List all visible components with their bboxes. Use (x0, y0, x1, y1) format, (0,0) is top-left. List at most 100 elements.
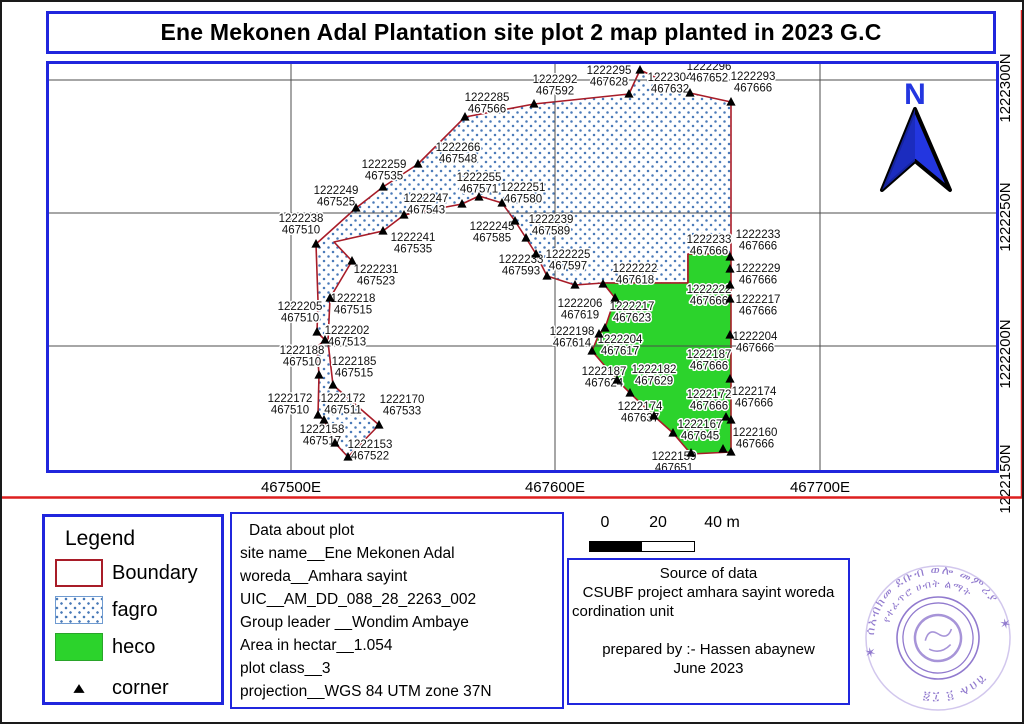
scalebar-tick-label: 0 (600, 514, 610, 531)
coordinate-label: 1222172 467666 (687, 389, 732, 413)
legend-item-corner: corner (55, 674, 169, 702)
corner-marker (570, 280, 580, 289)
corner-marker (529, 99, 539, 108)
stamp-star-left: ✶ (863, 645, 878, 662)
coordinate-label: 1222233 467666 (687, 234, 732, 258)
corner-marker (587, 346, 597, 355)
corner-marker (624, 89, 634, 98)
corner-marker (457, 199, 467, 208)
coordinate-label: 1222259 467535 (362, 159, 407, 183)
coordinate-label: 1222251 467580 (501, 182, 546, 206)
corner-marker (319, 415, 329, 424)
corner-marker (312, 327, 322, 336)
corner-swatch (55, 674, 103, 702)
coordinate-label: 1222249 467525 (314, 185, 359, 209)
scalebar-tick-label: 40 m (704, 514, 740, 531)
legend-item-fagro: fagro (55, 596, 158, 624)
map-title: Ene Mekonen Adal Plantation site plot 2 … (160, 19, 882, 45)
corner-marker (399, 210, 409, 219)
coordinate-label: 1222247 467543 (404, 193, 449, 217)
coordinate-label: 1222241 467535 (391, 232, 436, 256)
source-line: prepared by :- Hassen abaynew (602, 641, 815, 658)
corner-marker (725, 264, 735, 273)
corner-marker (725, 374, 735, 383)
corner-marker (635, 65, 645, 74)
source-line: June 2023 (673, 660, 744, 677)
corner-marker (497, 198, 507, 207)
plot-info-line: woreda__Amhara sayint (240, 568, 408, 585)
coordinate-label: 1222296 467652 (687, 61, 732, 85)
stamp-emblem-detail (924, 628, 953, 652)
corner-marker (314, 370, 324, 379)
coordinate-label: 1222188 467510 (280, 345, 325, 369)
corner-marker (649, 411, 659, 420)
northing-axis-label: 1222150N (997, 444, 1014, 513)
coordinate-label: 1222204 467666 (733, 331, 778, 355)
plot-info-line: projection__WGS 84 UTM zone 37N (240, 683, 492, 700)
legend-item-label: heco (112, 635, 156, 658)
easting-axis-label: 467600E (525, 479, 585, 496)
official-stamp: ሰአብክመ ደቡብ ወሎ መምሪያ የተፈጥሮ ሀብት ልማት ሽበሉ ፬ ፲፭… (853, 553, 1013, 711)
plot-info-line: Group leader __Wondim Ambaye (240, 614, 469, 631)
source-line: cordination unit (572, 603, 674, 620)
corner-marker (685, 88, 695, 97)
coordinate-label: 1222185 467515 (332, 356, 377, 380)
coordinate-label: 1222174 467666 (732, 386, 777, 410)
coordinate-label: 1222295 467628 (587, 65, 632, 89)
coordinate-label: 1222160 467666 (733, 427, 778, 451)
corner-marker (726, 447, 736, 456)
legend-item-boundary: Boundary (55, 559, 198, 587)
corner-marker (313, 410, 323, 419)
source-line: CSUBF project amhara sayint woreda (582, 584, 835, 601)
corner-marker (351, 203, 361, 212)
plot-info-line: plot class__3 (240, 660, 331, 677)
plot-info-panel: Data about plot site name__Ene Mekonen Ad… (230, 512, 564, 709)
corner-marker (347, 256, 357, 265)
stamp-outer-ring (865, 565, 1011, 711)
source-panel: Source of data CSUBF project amhara sayin… (567, 558, 850, 705)
corner-marker (598, 279, 608, 288)
easting-axis-label: 467700E (790, 479, 850, 496)
corner-marker (510, 216, 520, 225)
fagro-swatch (55, 596, 103, 624)
north-arrow-label: N (904, 78, 926, 111)
coordinate-label: 1222205 467510 (278, 301, 323, 325)
coordinate-label: 1222229 467666 (736, 263, 781, 287)
coordinate-label: 1222304 467632 (648, 72, 693, 96)
coordinate-label: 1222222 467618 (613, 263, 658, 287)
legend-item-label: fagro (112, 598, 158, 621)
northing-axis-label: 1222300N (997, 53, 1014, 122)
plot-info-line: site name__Ene Mekonen Adal (240, 545, 455, 562)
corner-marker (625, 388, 635, 397)
coordinate-label: 1222187 467624 (582, 366, 627, 390)
scalebar-tick-label: 20 (649, 514, 667, 531)
coordinate-label: 1222233 467666 (736, 229, 781, 253)
coordinate-label: 1222293 467666 (731, 71, 776, 95)
legend-item-label: Boundary (112, 561, 198, 584)
northing-axis-label: 1222200N (997, 319, 1014, 388)
coordinate-label: 1222172 467510 (268, 393, 313, 417)
coordinate-label: 1222204 467617 (598, 334, 643, 358)
legend-title: Legend (65, 527, 136, 550)
corner-marker (686, 448, 696, 457)
source-line (572, 621, 845, 640)
easting-axis-label: 467500E (261, 479, 321, 496)
coordinate-label: 1222174 467637 (618, 401, 663, 425)
corner-marker (542, 271, 552, 280)
corner-marker (718, 444, 728, 453)
corner-marker (612, 375, 622, 384)
corner-marker (378, 182, 388, 191)
corner-marker (610, 293, 620, 302)
north-arrow: N (880, 78, 952, 192)
coordinate-label: 1222231 467523 (354, 264, 399, 288)
corner-marker (460, 112, 470, 121)
coordinate-label: 1222153 467522 (348, 439, 393, 463)
corner-marker (330, 438, 340, 447)
coordinate-label: 1222266 467548 (436, 142, 481, 166)
heco-swatch (55, 633, 103, 661)
corner-marker (725, 330, 735, 339)
coordinate-label: 1222255 467571 (457, 172, 502, 196)
